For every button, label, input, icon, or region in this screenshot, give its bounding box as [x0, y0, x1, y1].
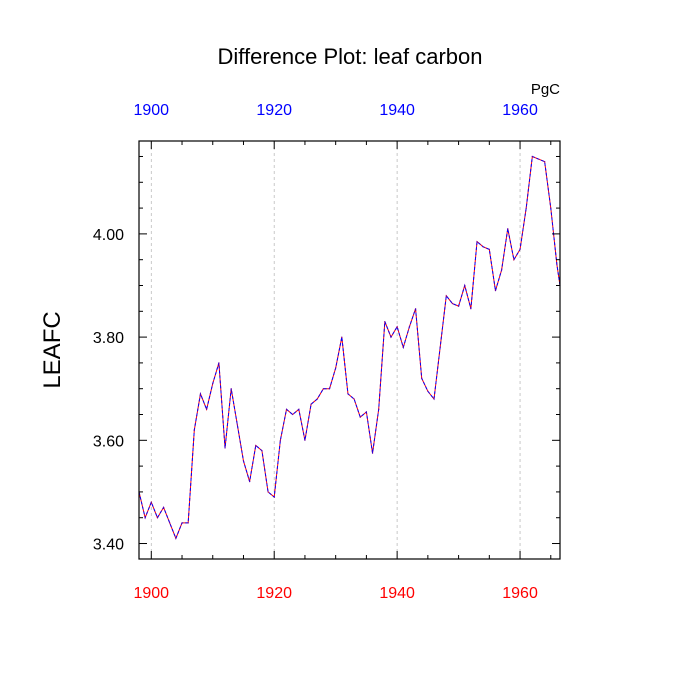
- data-point: [525, 207, 527, 209]
- data-point: [175, 537, 177, 539]
- data-point: [464, 284, 466, 287]
- x-tick-label-bottom: 1900: [133, 585, 169, 602]
- data-point: [482, 246, 484, 248]
- data-point: [537, 158, 540, 160]
- data-point: [292, 413, 294, 416]
- data-point: [365, 411, 368, 413]
- y-tick-label: 3.80: [93, 330, 124, 347]
- data-point: [199, 393, 202, 395]
- series-lines: [138, 155, 561, 540]
- data-point: [556, 264, 558, 266]
- data-point: [144, 517, 146, 519]
- data-point: [156, 517, 159, 519]
- data-point: [249, 480, 251, 483]
- data-point: [316, 398, 318, 400]
- plot-frame: [138, 140, 561, 560]
- data-point: [359, 416, 361, 418]
- data-point: [322, 388, 324, 390]
- x-tick-label-bottom: 1940: [379, 585, 415, 602]
- data-point: [187, 522, 189, 524]
- x-tick-label-bottom: 1920: [256, 585, 292, 602]
- data-point: [531, 155, 533, 158]
- data-point: [267, 491, 269, 493]
- x-tick-label-bottom: 1960: [502, 585, 538, 602]
- data-point: [242, 460, 245, 462]
- data-point: [408, 326, 411, 328]
- axis-ticks: 1900 1900 1920 1920 1940 1940 1960 1960 3.40 3.60…: [93, 102, 560, 602]
- chart-title: Difference Plot: leaf carbon: [218, 44, 483, 69]
- data-point: [396, 326, 398, 328]
- data-point: [451, 302, 454, 305]
- y-tick-label: 3.60: [93, 433, 124, 450]
- data-point: [212, 382, 214, 385]
- data-point: [507, 228, 509, 230]
- data-point: [347, 393, 349, 395]
- data-point: [371, 452, 374, 454]
- y-tick-label: 4.00: [93, 227, 124, 244]
- y-tick-label: 3.40: [93, 537, 124, 554]
- data-point: [433, 398, 435, 400]
- data-point: [193, 429, 195, 431]
- grid-lines: [150, 141, 521, 559]
- data-point: [414, 308, 417, 310]
- data-point: [328, 388, 331, 390]
- data-point: [544, 161, 546, 163]
- x-tick-label-top: 1940: [379, 102, 415, 119]
- data-point: [488, 248, 490, 250]
- data-point: [519, 248, 521, 250]
- data-point: [476, 241, 478, 243]
- data-point: [273, 496, 275, 498]
- data-point: [310, 403, 312, 405]
- data-point: [501, 269, 503, 271]
- x-tick-label-top: 1900: [133, 102, 169, 119]
- data-point: [378, 408, 380, 410]
- units-label: PgC: [531, 81, 560, 98]
- data-point: [335, 367, 337, 369]
- data-point: [285, 408, 288, 410]
- data-point: [304, 439, 306, 441]
- data-point: [206, 408, 208, 410]
- data-point: [162, 506, 165, 508]
- data-point: [470, 308, 472, 310]
- data-point: [353, 398, 355, 400]
- series-line-red: [138, 155, 561, 540]
- data-point: [341, 336, 343, 338]
- data-point: [457, 305, 460, 307]
- data-point: [439, 346, 441, 349]
- data-point: [550, 207, 552, 209]
- data-point: [218, 362, 220, 364]
- data-point: [169, 522, 171, 524]
- data-point: [279, 439, 281, 441]
- data-point: [150, 501, 152, 503]
- data-point: [421, 377, 423, 379]
- data-point: [236, 424, 238, 426]
- data-point: [513, 259, 515, 261]
- data-point: [298, 408, 300, 410]
- data-point: [494, 290, 497, 292]
- data-point: [255, 444, 257, 447]
- data-point: [261, 450, 263, 452]
- y-axis-label: LEAFC: [39, 311, 66, 388]
- data-point: [390, 336, 392, 338]
- x-tick-label-top: 1920: [256, 102, 292, 119]
- data-point: [427, 390, 429, 392]
- data-point: [230, 388, 232, 390]
- data-point: [384, 321, 386, 323]
- data-point: [181, 522, 183, 524]
- data-point: [402, 346, 404, 349]
- series-line-blue: [138, 155, 561, 540]
- x-tick-label-top: 1960: [502, 102, 538, 119]
- data-point: [445, 295, 447, 297]
- data-point: [224, 447, 226, 449]
